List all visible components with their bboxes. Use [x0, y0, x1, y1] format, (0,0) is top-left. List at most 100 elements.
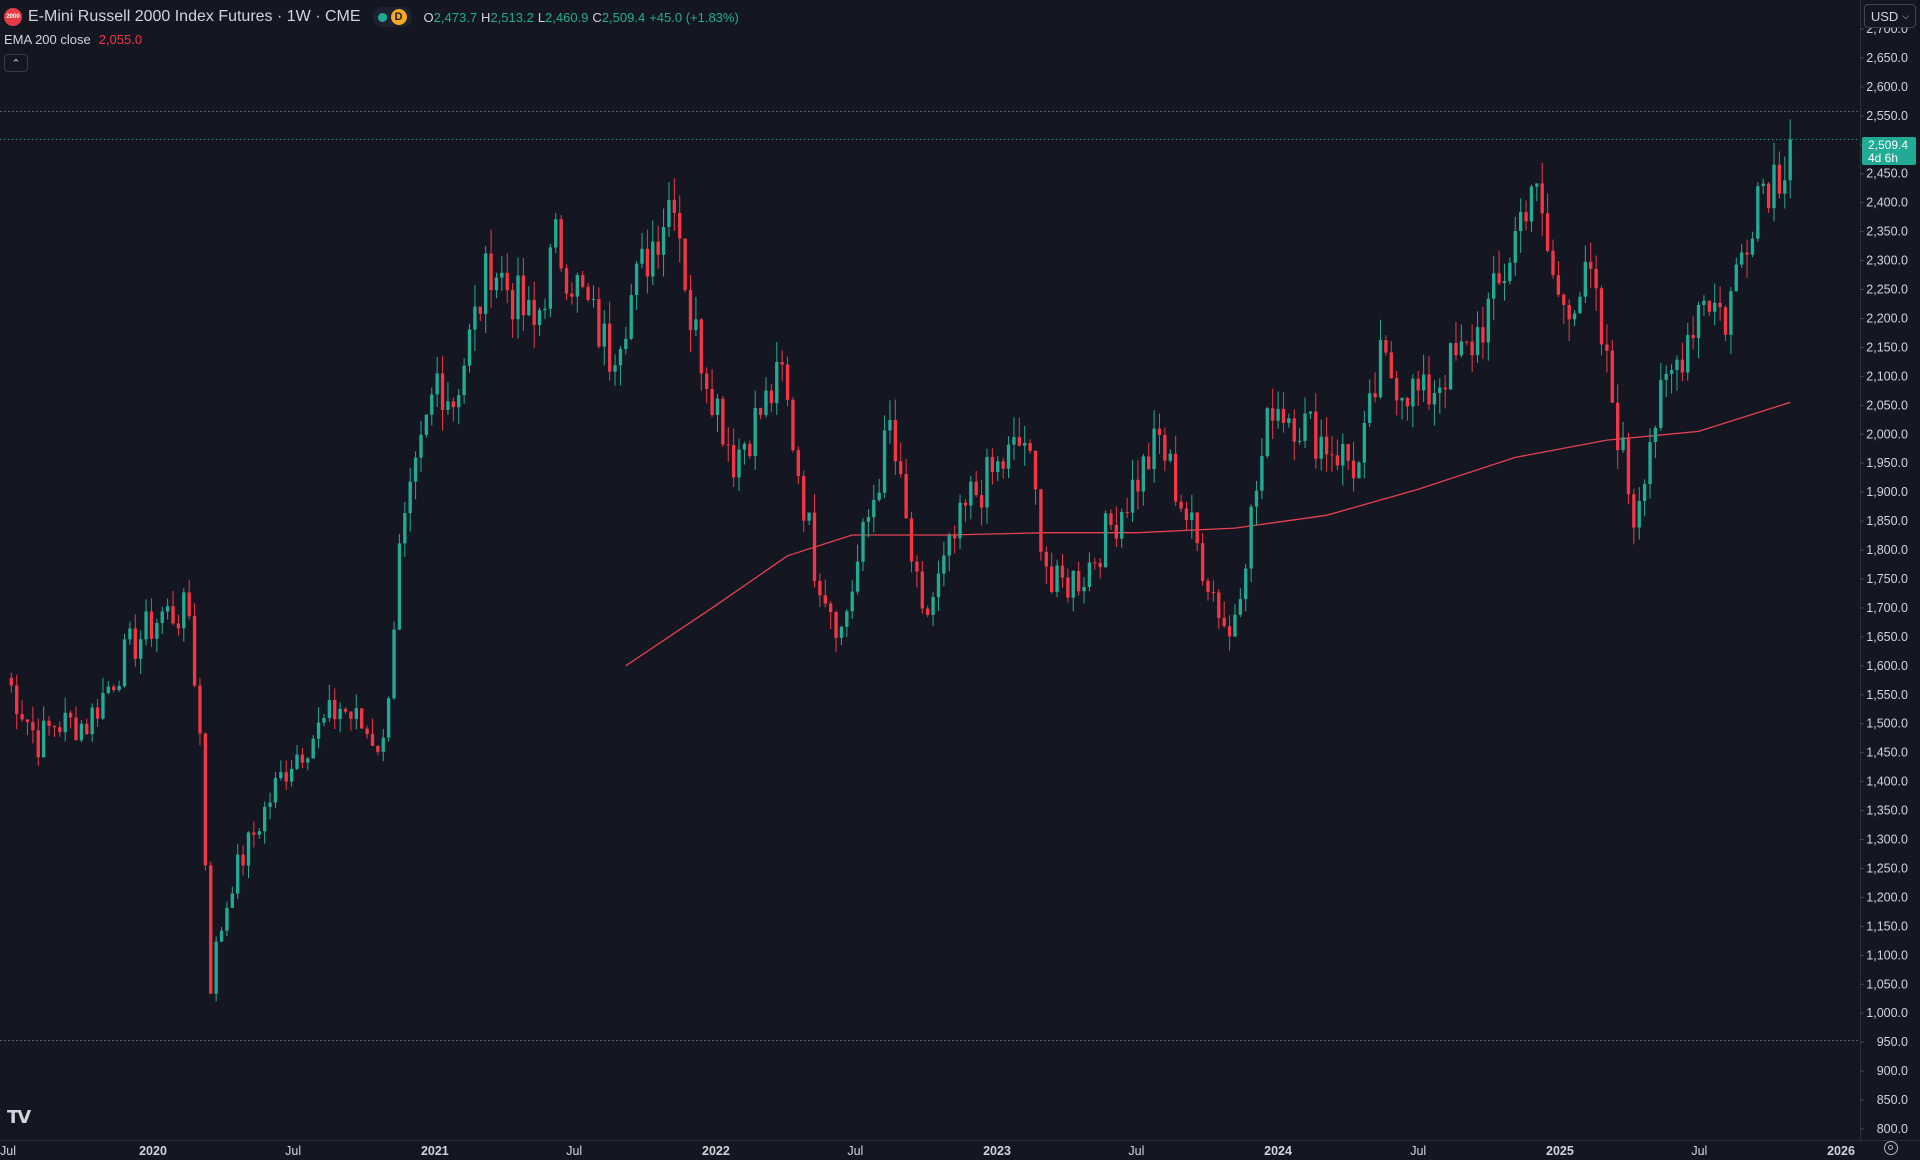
candle-body: [742, 443, 747, 450]
candle-body: [440, 373, 445, 410]
candle-body: [1389, 352, 1393, 379]
candle: [958, 494, 962, 550]
time-tick-label: 2024: [1264, 1144, 1292, 1158]
candle-body: [909, 518, 914, 562]
candle-body: [866, 517, 871, 522]
candle-body: [1551, 250, 1555, 276]
candle: [764, 377, 768, 418]
candle-body: [845, 611, 849, 627]
candle: [1130, 459, 1135, 522]
candle: [699, 318, 703, 391]
candle: [1265, 406, 1269, 459]
candle-body: [198, 685, 202, 734]
candle: [1098, 558, 1102, 579]
candle-body: [165, 606, 170, 612]
candle-body: [1023, 442, 1027, 446]
candle: [106, 680, 111, 695]
candle-body: [758, 407, 763, 415]
candle-body: [79, 723, 84, 741]
market-status[interactable]: D: [372, 7, 412, 27]
candle-body: [1335, 455, 1340, 466]
indicator-legend[interactable]: EMA 200 close 2,055.0: [4, 32, 142, 47]
candle-body: [1556, 275, 1561, 295]
candle: [688, 275, 693, 353]
candle: [634, 260, 639, 310]
candle-body: [230, 893, 234, 908]
candle: [1211, 580, 1216, 602]
candle-body: [936, 573, 941, 598]
candle: [920, 561, 924, 614]
price-tick-label: 2,300.0: [1866, 254, 1908, 268]
tradingview-logo-icon[interactable]: TV: [7, 1107, 31, 1128]
candle-body: [1071, 570, 1075, 598]
candle: [1454, 321, 1458, 361]
candle: [219, 927, 224, 942]
candle: [408, 467, 412, 532]
candle: [742, 441, 747, 465]
candle: [796, 446, 800, 485]
candle-body: [117, 686, 121, 691]
candle: [1524, 200, 1528, 231]
candle: [802, 470, 806, 533]
candle: [516, 257, 520, 339]
candle: [90, 703, 94, 742]
delayed-data-badge[interactable]: D: [390, 9, 407, 25]
candle: [1739, 244, 1744, 268]
candle: [996, 456, 1000, 481]
ohlc-open: O2,473.7: [423, 9, 478, 25]
candle: [198, 678, 202, 746]
candle: [1006, 436, 1011, 479]
candle-body: [295, 754, 299, 769]
candle: [230, 886, 234, 909]
collapse-legend-button[interactable]: ⌃: [4, 54, 28, 72]
candle: [861, 518, 865, 572]
candle: [1303, 397, 1307, 449]
candle: [597, 287, 601, 349]
candle-body: [430, 394, 434, 415]
candle: [570, 282, 574, 305]
candle: [1686, 322, 1690, 381]
candle: [424, 414, 429, 438]
currency-selector[interactable]: USD ⌵: [1864, 4, 1916, 28]
candle-body: [1540, 183, 1544, 214]
candle-body: [882, 430, 887, 493]
candle-body: [791, 399, 795, 451]
last-price-tag: 2,509.4 4d 6h: [1862, 137, 1916, 165]
candle: [386, 696, 391, 742]
price-tick-label: 2,200.0: [1866, 311, 1908, 325]
candle-body: [187, 592, 191, 617]
candle-body: [370, 734, 375, 746]
candle-body: [645, 248, 650, 277]
candle: [1567, 299, 1571, 341]
candle-body: [1157, 428, 1162, 435]
candle: [1680, 342, 1685, 382]
symbol-title[interactable]: E-Mini Russell 2000 Index Futures · 1W ·…: [28, 8, 361, 25]
symbol-logo-icon[interactable]: 2000: [4, 8, 22, 26]
candle: [1788, 119, 1792, 199]
candle: [1314, 393, 1318, 469]
candle-body: [1416, 378, 1420, 391]
candle-body: [1675, 359, 1679, 371]
candle-body: [63, 712, 67, 733]
candle: [866, 509, 871, 538]
candle: [273, 771, 278, 808]
candle-body: [1680, 359, 1685, 373]
candle-body: [731, 445, 736, 478]
time-tick-label: 2022: [702, 1144, 730, 1158]
candle-body: [1319, 436, 1323, 459]
candle-body: [1087, 562, 1092, 587]
candle-body: [1200, 543, 1205, 581]
candle: [1060, 554, 1065, 588]
candle-body: [607, 323, 612, 372]
candle-body: [262, 806, 267, 832]
candle-body: [931, 597, 935, 615]
candle: [1384, 335, 1388, 356]
candle-body: [651, 241, 655, 277]
candle-body: [554, 219, 558, 248]
candle: [1238, 588, 1243, 618]
time-tick-label: Jul: [1128, 1144, 1144, 1158]
settings-gear-icon[interactable]: [1884, 1141, 1898, 1155]
candle: [1459, 324, 1464, 358]
candle: [1475, 311, 1480, 363]
